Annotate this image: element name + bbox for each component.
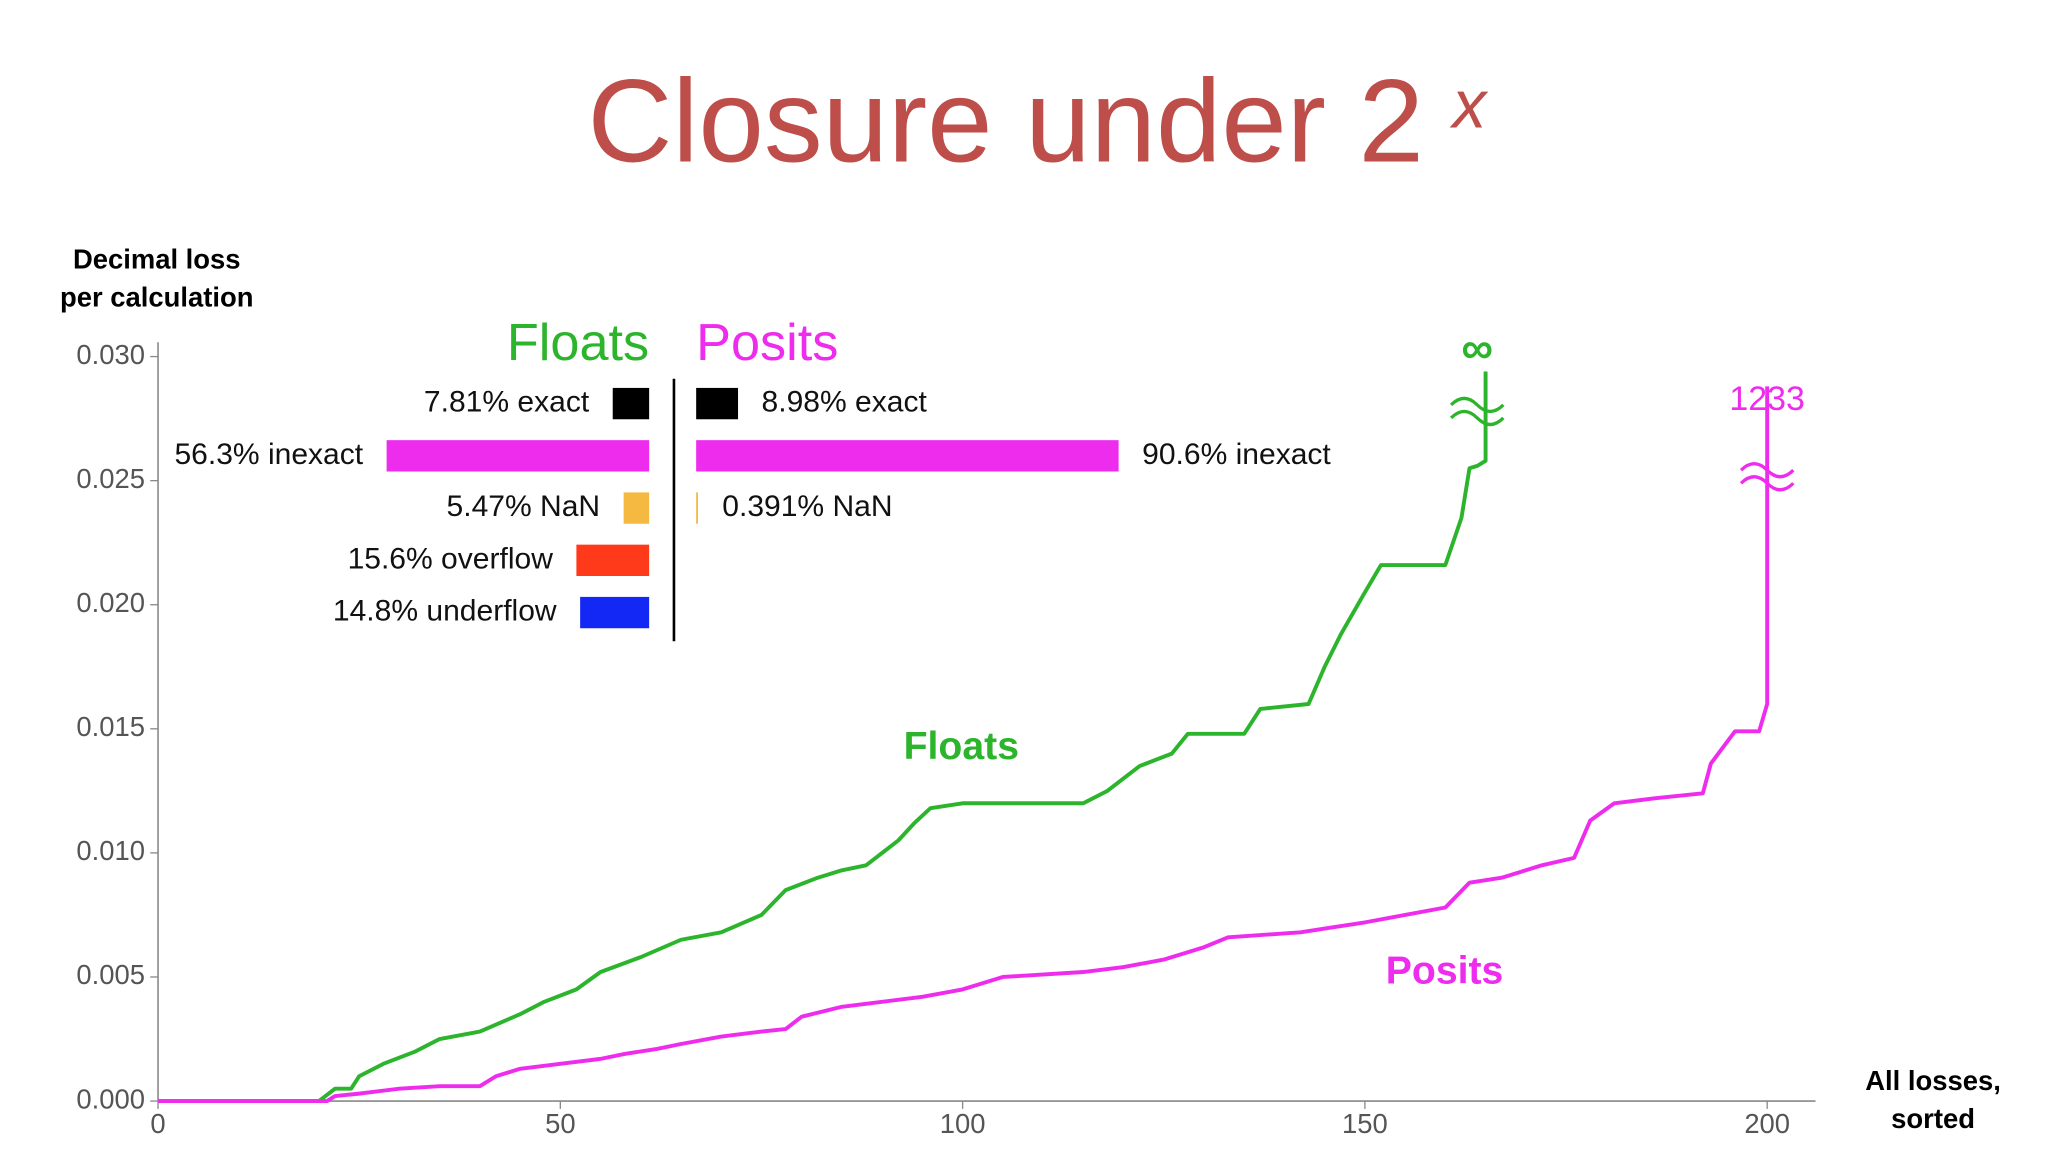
y-tick-label: 0.000	[76, 1083, 145, 1114]
breakdown-label: 5.47% NaN	[447, 490, 601, 523]
breakdown-label: 8.98% exact	[762, 386, 928, 419]
x-tick-label: 50	[545, 1108, 575, 1139]
breakdown-bar	[696, 387, 739, 420]
y-axis-title: Decimal loss	[73, 243, 241, 274]
y-tick-label: 0.025	[76, 463, 145, 494]
breakdown-label: 7.81% exact	[424, 386, 590, 419]
y-tick-label: 0.020	[76, 587, 145, 618]
breakdown-label: 56.3% inexact	[174, 438, 363, 471]
x-tick-label: 150	[1342, 1108, 1388, 1139]
break-symbol	[1449, 396, 1505, 427]
y-tick-label: 0.015	[76, 711, 145, 742]
breakdown-bar	[696, 492, 698, 524]
x-tick-label: 200	[1744, 1108, 1790, 1139]
series-label: Posits	[1386, 949, 1504, 992]
breakdown-bar	[623, 492, 650, 524]
chart-title: Closure under 2	[588, 56, 1424, 187]
series-label: Floats	[904, 725, 1019, 768]
y-tick-label: 0.030	[76, 339, 145, 370]
x-tick-label: 0	[150, 1108, 165, 1139]
y-tick-label: 0.005	[76, 959, 145, 990]
y-tick-label: 0.010	[76, 835, 145, 866]
breakdown-label: 15.6% overflow	[348, 542, 554, 575]
breakdown-label: 0.391% NaN	[722, 490, 892, 523]
x-axis-title: All losses,	[1865, 1065, 2001, 1096]
annotation: ∞	[1461, 324, 1493, 373]
x-axis-title: sorted	[1891, 1103, 1975, 1134]
breakdown-title: Floats	[507, 314, 649, 372]
breakdown-bar	[612, 387, 650, 420]
breakdown-bar	[696, 440, 1119, 472]
breakdown-bar	[576, 544, 650, 576]
breakdown-title: Posits	[696, 314, 838, 372]
y-axis-title: per calculation	[60, 281, 253, 312]
breakdown-bar	[580, 596, 650, 629]
x-tick-label: 100	[940, 1108, 986, 1139]
breakdown-label: 90.6% inexact	[1142, 438, 1331, 471]
breakdown-label: 14.8% underflow	[333, 595, 557, 628]
series-line	[158, 371, 1488, 1104]
series-line	[158, 386, 1770, 1104]
breakdown-bar	[386, 440, 650, 472]
title-exponent: x	[1449, 68, 1488, 143]
